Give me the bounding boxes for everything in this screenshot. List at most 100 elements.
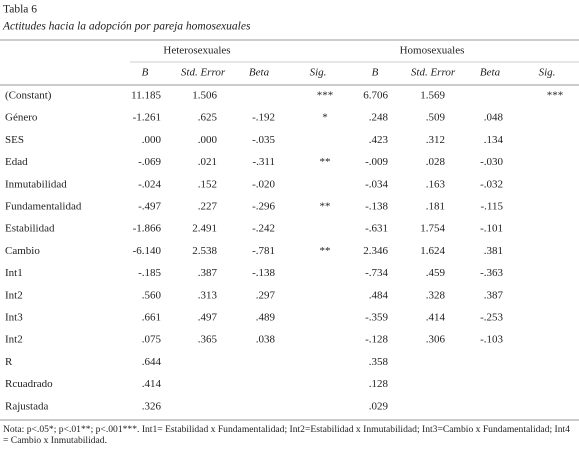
cell: * [322, 112, 328, 124]
cell: -.253 [480, 312, 503, 324]
cell: .387 [484, 289, 504, 301]
cell: .038 [256, 334, 276, 346]
column-header: Beta [480, 67, 501, 79]
cell: -.115 [480, 201, 503, 213]
group-header: Homosexuales [400, 45, 465, 57]
cell: -.192 [252, 112, 275, 124]
cell: .497 [198, 312, 218, 324]
cell: .661 [142, 312, 161, 324]
cell: .423 [369, 134, 389, 146]
row-label: Int2 [5, 289, 23, 301]
cell: .381 [484, 245, 503, 257]
cell: .152 [198, 178, 217, 190]
cell: 1.569 [420, 90, 445, 102]
cell: -.296 [252, 201, 275, 213]
cell: -.138 [252, 267, 275, 279]
cell: -.024 [138, 178, 161, 190]
cell: .297 [256, 289, 276, 301]
cell: -.781 [252, 245, 275, 257]
cell: *** [547, 90, 564, 102]
cell: -.138 [365, 201, 388, 213]
cell: -.101 [480, 223, 503, 235]
cell: .000 [142, 134, 162, 146]
group-header: Heterosexuales [163, 45, 230, 57]
cell: 6.706 [363, 90, 388, 102]
row-label: SES [5, 134, 24, 146]
row-label: Inmutabilidad [5, 178, 67, 190]
row-label: Fundamentalidad [5, 201, 82, 213]
row-label: Int1 [5, 267, 23, 279]
row-label: Rajustada [5, 400, 48, 412]
cell: .365 [198, 334, 218, 346]
table-subtitle: Actitudes hacia la adopción por pareja h… [2, 21, 251, 33]
table: Tabla 6 Actitudes hacia la adopción por … [0, 4, 579, 421]
cell: .644 [142, 356, 162, 368]
cell: -6.140 [133, 245, 162, 257]
row-label: Cambio [5, 245, 40, 257]
column-header: Std. Error [181, 67, 226, 79]
cell: -.242 [252, 223, 275, 235]
cell: 1.506 [192, 90, 217, 102]
cell: .484 [369, 289, 389, 301]
row-label: Int3 [5, 312, 23, 324]
cell: -.359 [365, 312, 388, 324]
cell: .328 [426, 289, 446, 301]
cell: 2.491 [192, 223, 217, 235]
column-header: B [372, 67, 379, 79]
cell: .489 [256, 312, 276, 324]
cell: .313 [198, 289, 218, 301]
cell: -1.261 [133, 112, 161, 124]
row-label: Edad [5, 156, 28, 168]
cell: .248 [369, 112, 389, 124]
row-label: (Constant) [5, 90, 52, 102]
cell: ** [320, 156, 331, 168]
row-label: R [5, 356, 13, 368]
cell: .029 [369, 400, 389, 412]
cell: ** [320, 201, 331, 213]
cell: -.363 [480, 267, 503, 279]
cell: .134 [484, 134, 504, 146]
cell: -.020 [252, 178, 275, 190]
cell: -.311 [252, 156, 275, 168]
cell: 2.346 [363, 245, 388, 257]
cell: .128 [369, 378, 389, 390]
row-label: Estabilidad [5, 223, 55, 235]
cell: .312 [426, 134, 445, 146]
cell: -.497 [138, 201, 161, 213]
cell: *** [317, 90, 334, 102]
row-label: Género [5, 112, 38, 124]
cell: .326 [142, 400, 162, 412]
cell: .028 [426, 156, 446, 168]
cell: -.069 [138, 156, 161, 168]
cell: .459 [426, 267, 446, 279]
cell: -.034 [365, 178, 388, 190]
cell: .181 [426, 201, 445, 213]
cell: .163 [426, 178, 446, 190]
cell: 2.538 [192, 245, 217, 257]
cell: -.734 [365, 267, 388, 279]
cell: .414 [142, 378, 162, 390]
cell: -.185 [138, 267, 161, 279]
cell: .387 [198, 267, 218, 279]
cell: .625 [198, 112, 218, 124]
cell: 11.185 [131, 90, 161, 102]
cell: .306 [426, 334, 446, 346]
cell: -1.866 [133, 223, 162, 235]
cell: -.035 [252, 134, 275, 146]
cell: .000 [198, 134, 218, 146]
column-header: Beta [249, 67, 270, 79]
cell: -.631 [365, 223, 388, 235]
cell: .075 [142, 334, 162, 346]
cell: .414 [426, 312, 446, 324]
cell: 1.754 [420, 223, 445, 235]
cell: -.009 [365, 156, 388, 168]
table-title: Tabla 6 [3, 4, 37, 16]
cell: -.103 [480, 334, 503, 346]
cell: 1.624 [420, 245, 445, 257]
column-header: Sig. [310, 67, 327, 79]
cell: .509 [426, 112, 446, 124]
column-header: Sig. [539, 67, 556, 79]
cell: -.032 [480, 178, 503, 190]
table-note: Nota: p<.05*; p<.01**; p<.001***. Int1= … [3, 424, 570, 446]
